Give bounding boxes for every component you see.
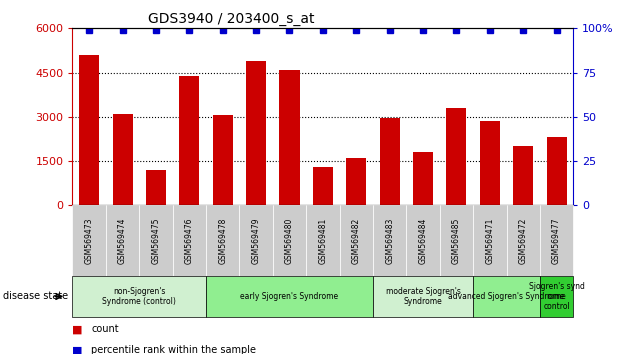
Text: GSM569485: GSM569485 (452, 217, 461, 264)
Bar (280, 70, 299, 205)
Text: moderate Sjogren's
Syndrome: moderate Sjogren's Syndrome (386, 287, 461, 306)
Bar (413, 152, 433, 205)
Bar (547, 137, 566, 205)
Text: GSM569483: GSM569483 (385, 217, 394, 264)
Bar (213, 115, 232, 205)
Bar (313, 167, 333, 205)
Text: count: count (91, 324, 119, 334)
Text: GDS3940 / 203400_s_at: GDS3940 / 203400_s_at (147, 12, 314, 26)
Text: GSM569474: GSM569474 (118, 217, 127, 264)
Text: GSM569476: GSM569476 (185, 217, 194, 264)
Text: Sjogren's synd
rome
control: Sjogren's synd rome control (529, 281, 585, 312)
Text: ■: ■ (72, 324, 83, 334)
Bar (346, 158, 366, 205)
Text: GSM569471: GSM569471 (485, 217, 495, 264)
Text: GSM569473: GSM569473 (84, 217, 94, 264)
Text: percentile rank within the sample: percentile rank within the sample (91, 346, 256, 354)
Text: GSM569478: GSM569478 (218, 217, 227, 264)
Text: GSM569484: GSM569484 (418, 217, 428, 264)
Text: GSM569481: GSM569481 (318, 218, 328, 264)
Text: advanced Sjogren's Syndrome: advanced Sjogren's Syndrome (449, 292, 564, 301)
Text: ■: ■ (72, 346, 83, 354)
Bar (246, 61, 266, 205)
Text: non-Sjogren's
Syndrome (control): non-Sjogren's Syndrome (control) (102, 287, 176, 306)
Bar (180, 75, 199, 205)
Bar (447, 108, 466, 205)
Text: GSM569480: GSM569480 (285, 217, 294, 264)
Bar (146, 170, 166, 205)
Bar (113, 114, 132, 205)
Text: GSM569477: GSM569477 (552, 217, 561, 264)
Bar (79, 55, 99, 205)
Bar (513, 146, 533, 205)
Text: GSM569479: GSM569479 (251, 217, 261, 264)
Text: GSM569472: GSM569472 (518, 217, 528, 264)
Bar (380, 118, 399, 205)
Text: disease state: disease state (3, 291, 68, 302)
Text: GSM569475: GSM569475 (151, 217, 161, 264)
Bar (480, 121, 500, 205)
Text: early Sjogren's Syndrome: early Sjogren's Syndrome (241, 292, 338, 301)
Text: GSM569482: GSM569482 (352, 218, 361, 264)
